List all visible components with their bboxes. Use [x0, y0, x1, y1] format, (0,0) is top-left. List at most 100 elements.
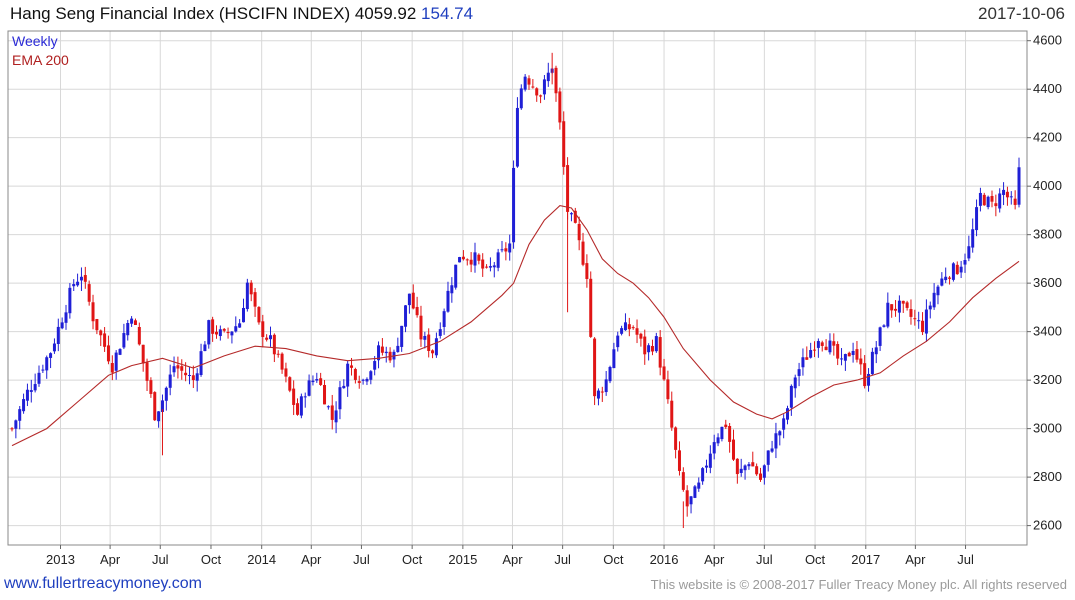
- candle-body: [137, 326, 141, 345]
- candle-body: [994, 203, 998, 207]
- candle-body: [793, 377, 797, 389]
- candle-body: [770, 448, 774, 452]
- x-tick-label: Apr: [905, 552, 926, 567]
- candle-body: [458, 257, 462, 263]
- candle-body: [95, 319, 99, 331]
- candle-body: [203, 344, 207, 352]
- candle-body: [257, 307, 261, 323]
- legend-ema-200: EMA 200: [12, 52, 69, 68]
- candle-body: [168, 374, 172, 388]
- candle-body: [955, 264, 959, 275]
- candle-body: [975, 207, 979, 231]
- y-axis: 2600 2800 3000 3200 3400 3600 3800 4000 4200 4400…: [1027, 33, 1062, 533]
- candle-body: [596, 390, 600, 399]
- candle-body: [546, 72, 550, 82]
- candle-body: [442, 311, 446, 327]
- candle-body: [218, 329, 222, 337]
- candle-body: [758, 473, 762, 480]
- candle-body: [141, 344, 145, 364]
- candle-body: [654, 336, 658, 352]
- site-link[interactable]: www.fullertreacymoney.com: [4, 575, 202, 592]
- candle-body: [357, 381, 361, 383]
- candle-body: [1017, 167, 1021, 205]
- candle-body: [643, 336, 647, 355]
- candle-body: [527, 78, 531, 85]
- candle-body: [25, 389, 29, 401]
- candle-body: [477, 254, 481, 261]
- candlestick-chart: 2600 2800 3000 3200 3400 3600 3800 4000 4200 4400…: [7, 30, 1062, 567]
- candle-body: [114, 352, 118, 371]
- candle-body: [346, 363, 350, 387]
- candle-body: [10, 428, 14, 430]
- candle-body: [878, 327, 882, 346]
- candle-body: [708, 453, 712, 468]
- candle-body: [249, 282, 253, 295]
- candle-body: [998, 193, 1002, 209]
- candle-body: [492, 265, 496, 268]
- candle-body: [720, 426, 724, 440]
- candle-body: [890, 304, 894, 311]
- candle-body: [1005, 191, 1009, 198]
- candle-body: [832, 341, 836, 346]
- candle-body: [778, 431, 782, 436]
- candle-body: [539, 95, 543, 97]
- y-tick-label: 4400: [1033, 81, 1062, 96]
- candle-body: [269, 335, 273, 340]
- y-tick-label: 3400: [1033, 324, 1062, 339]
- candle-body: [288, 377, 292, 391]
- candle-body: [83, 275, 87, 282]
- candle-body: [755, 466, 759, 475]
- candle-body: [535, 88, 539, 96]
- candle-body: [936, 286, 940, 296]
- candle-body: [284, 368, 288, 377]
- candle-body: [585, 263, 589, 279]
- candle-body: [751, 462, 755, 467]
- candle-body: [41, 369, 45, 371]
- candle-body: [373, 361, 377, 370]
- candle-body: [855, 349, 859, 360]
- candle-body: [423, 335, 427, 340]
- candle-body: [566, 165, 570, 212]
- candle-body: [504, 248, 508, 252]
- candle-body: [361, 379, 365, 381]
- candle-body: [64, 312, 68, 323]
- candle-body: [299, 396, 303, 416]
- candle-body: [230, 331, 234, 336]
- candle-body: [326, 406, 330, 408]
- candle-body: [384, 351, 388, 354]
- candle-body: [149, 380, 153, 394]
- candle-body: [882, 325, 886, 327]
- candle-body: [60, 322, 64, 329]
- candle-body: [554, 67, 558, 94]
- candle-body: [234, 326, 238, 332]
- candle-body: [469, 259, 473, 265]
- candle-body: [569, 213, 573, 215]
- candle-body: [253, 292, 257, 307]
- candle-body: [488, 266, 492, 268]
- candle-body: [728, 426, 732, 442]
- candle-body: [674, 427, 678, 450]
- candle-body: [380, 346, 384, 353]
- candle-body: [558, 91, 562, 123]
- candle-body: [369, 371, 373, 380]
- candle-body: [894, 308, 898, 311]
- y-tick-label: 3800: [1033, 227, 1062, 242]
- candle-body: [901, 300, 905, 304]
- y-tick-label: 4000: [1033, 178, 1062, 193]
- candle-body: [828, 340, 832, 353]
- candle-body: [573, 210, 577, 223]
- candle-body: [79, 276, 83, 281]
- candle-body: [735, 458, 739, 475]
- chart-date: 2017-10-06: [978, 4, 1065, 23]
- candle-body: [816, 341, 820, 348]
- candle-body: [245, 282, 249, 310]
- candle-body: [689, 496, 693, 505]
- x-tick-label: Oct: [201, 552, 222, 567]
- candle-body: [986, 196, 990, 208]
- candle-body: [627, 324, 631, 330]
- y-tick-label: 2800: [1033, 469, 1062, 484]
- chart-header: Hang Seng Financial Index (HSCIFN INDEX)…: [0, 0, 1075, 30]
- candle-body: [782, 418, 786, 430]
- candle-body: [353, 369, 357, 380]
- candle-body: [600, 391, 604, 393]
